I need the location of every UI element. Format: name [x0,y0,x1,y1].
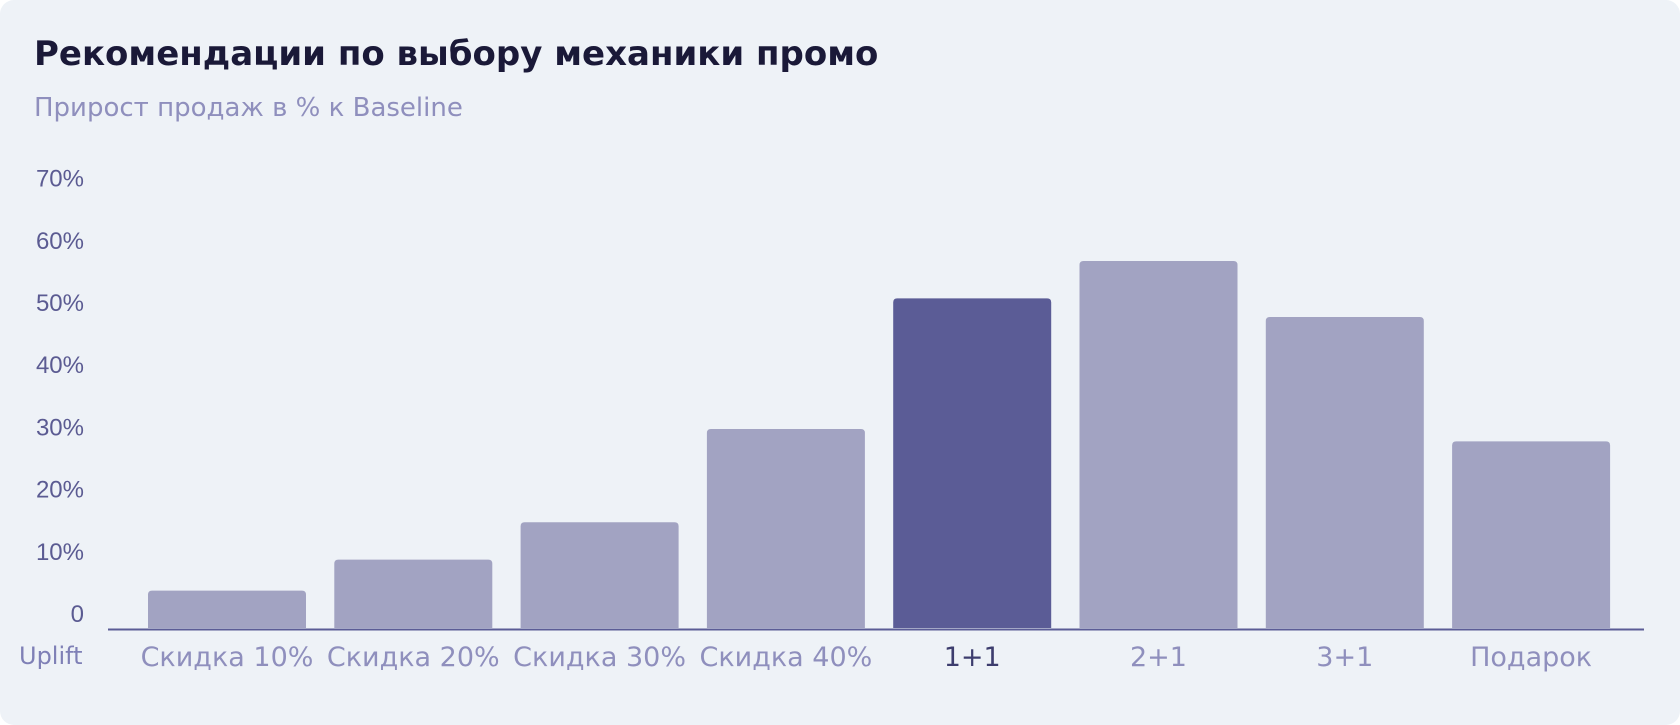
bar [1452,441,1611,628]
x-tick-label: Подарок [1470,642,1592,673]
y-tick-label: 70% [36,166,84,193]
x-tick-label: 3+1 [1316,642,1373,673]
x-tick-label: 1+1 [944,642,1001,673]
y-tick-label: 60% [36,228,84,255]
bar [1079,261,1238,628]
y-tick-label: 40% [36,352,84,379]
x-axis-label: Uplift [19,642,83,670]
x-tick-label: Скидка 30% [513,642,686,673]
y-tick-label: 50% [36,290,84,317]
bar [1265,317,1424,628]
x-tick-label: 2+1 [1130,642,1187,673]
bar [893,298,1052,628]
bar [706,428,865,628]
x-axis: Скидка 10% Скидка 20% Скидка 30% Скидка 40%… [141,642,1593,673]
bar [148,590,306,628]
bars [148,261,1611,628]
chart-subtitle: Прирост продаж в % к Baseline [34,93,463,123]
bar [520,522,679,628]
y-axis: 0 10% 20% 30% 40% 50% 60% 70% [36,166,84,628]
chart-title: Рекомендации по выбору механики промо [34,34,879,74]
bar [334,559,493,628]
y-tick-label: 10% [36,539,84,566]
x-tick-label: Скидка 10% [141,642,314,673]
x-tick-label: Скидка 40% [699,642,872,673]
y-tick-label: 0 [71,601,84,628]
x-tick-label: Скидка 20% [327,642,500,673]
y-tick-label: 20% [36,477,84,504]
y-tick-label: 30% [36,414,84,441]
